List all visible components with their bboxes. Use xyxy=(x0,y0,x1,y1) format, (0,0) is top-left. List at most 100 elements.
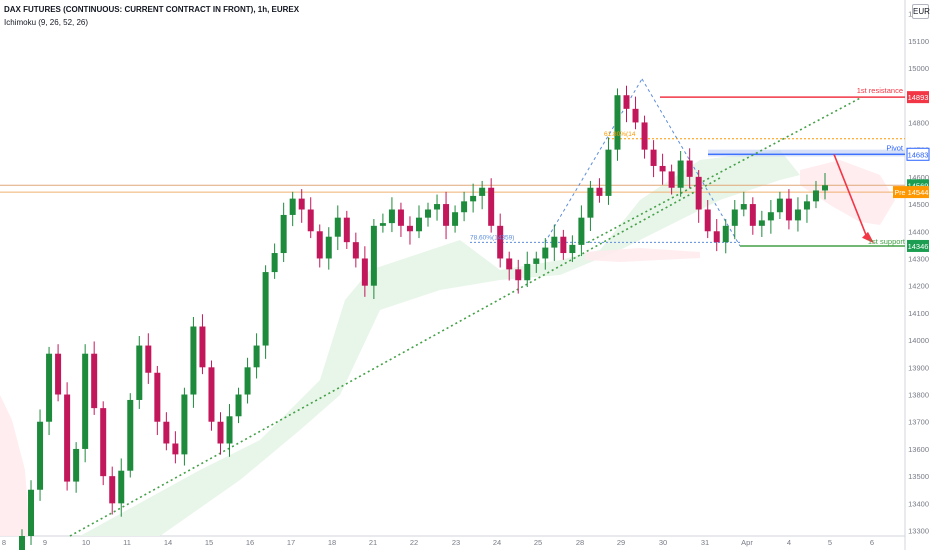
x-tick-label: 5 xyxy=(828,538,832,547)
candle-body xyxy=(794,209,801,221)
indicator-label[interactable]: Ichimoku (9, 26, 52, 26) xyxy=(4,18,89,27)
y-tick-label: 14800 xyxy=(908,118,929,127)
candle-body xyxy=(461,201,468,213)
candle-body xyxy=(226,416,233,444)
x-tick-label: 18 xyxy=(328,538,336,547)
x-tick-label: 31 xyxy=(701,538,709,547)
candle-body xyxy=(596,187,603,196)
candle-body xyxy=(352,242,359,259)
y-tick-label: 13900 xyxy=(908,363,929,372)
x-tick-label: 15 xyxy=(205,538,213,547)
candle-body xyxy=(307,209,314,232)
candle-body xyxy=(208,367,215,422)
candle-body xyxy=(587,187,594,218)
candle-body xyxy=(172,443,179,455)
candle-body xyxy=(713,231,720,243)
y-tick-label: 14100 xyxy=(908,309,929,318)
candle-body xyxy=(488,187,495,226)
candle-body xyxy=(100,408,107,477)
x-tick-label: 21 xyxy=(369,538,377,547)
candle-body xyxy=(425,209,432,218)
candle-body xyxy=(632,108,639,123)
candle-body xyxy=(695,176,702,210)
candle-body xyxy=(704,209,711,232)
y-tick-label: 15100 xyxy=(908,37,929,46)
x-tick-label: 25 xyxy=(534,538,542,547)
y-tick-label: 14000 xyxy=(908,336,929,345)
support-label: 1st support xyxy=(868,237,906,246)
price-tag-label-pivot: 14683 xyxy=(908,150,929,159)
candle-body xyxy=(749,204,756,226)
candle-body xyxy=(190,326,197,395)
y-tick-label: 14600 xyxy=(908,173,929,182)
y-tick-label: 13500 xyxy=(908,472,929,481)
fib-618-label: 61.80%(14 xyxy=(604,131,636,138)
pivot-zone xyxy=(708,149,905,157)
x-tick-label: 29 xyxy=(617,538,625,547)
y-tick-label: 13800 xyxy=(908,391,929,400)
candle-body xyxy=(64,394,71,482)
y-tick-label: 13600 xyxy=(908,445,929,454)
candle-body xyxy=(506,258,513,270)
x-tick-label: 30 xyxy=(659,538,667,547)
candle-body xyxy=(515,269,522,281)
candle-body xyxy=(127,399,134,471)
chart-title: DAX FUTURES (CONTINUOUS: CURRENT CONTRAC… xyxy=(4,5,300,14)
candle-body xyxy=(470,195,477,202)
price-tag-prefix: Pre xyxy=(895,190,906,197)
candle-body xyxy=(46,353,53,422)
candles xyxy=(19,85,828,550)
candle-body xyxy=(361,258,368,286)
candle-body xyxy=(686,160,693,177)
candle-body xyxy=(145,345,152,373)
projection-arrow xyxy=(833,153,869,241)
candle-body xyxy=(551,236,558,248)
resistance-label: 1st resistance xyxy=(857,86,903,95)
x-tick-label: 11 xyxy=(123,538,131,547)
candle-body xyxy=(397,209,404,226)
projection-arrowhead xyxy=(862,231,874,244)
x-tick-label: 17 xyxy=(287,538,295,547)
x-tick-label: 28 xyxy=(576,538,584,547)
candle-body xyxy=(668,171,675,188)
candle-body xyxy=(388,209,395,224)
candle-body xyxy=(217,421,224,444)
ichimoku-cloud-bear-left xyxy=(0,395,30,536)
candle-body xyxy=(334,217,341,237)
candle-body xyxy=(659,165,666,172)
y-tick-label: 14200 xyxy=(908,282,929,291)
candle-body xyxy=(722,225,729,243)
trendline-lower xyxy=(69,176,723,537)
candle-body xyxy=(822,185,828,191)
price-tag-label-prev: 14544 xyxy=(908,188,929,197)
price-tag-prefix-box xyxy=(893,186,907,199)
candle-body xyxy=(533,258,540,264)
y-tick-label: 14400 xyxy=(908,227,929,236)
candle-body xyxy=(325,236,332,259)
candle-body xyxy=(650,149,657,166)
candle-body xyxy=(569,244,576,254)
candle-body xyxy=(623,95,630,109)
price-tag-pivot xyxy=(906,147,930,161)
candle-body xyxy=(578,217,585,245)
currency-button[interactable]: EUR xyxy=(912,4,930,19)
y-tick-label: 14300 xyxy=(908,254,929,263)
candle-body xyxy=(434,204,441,210)
candle-body xyxy=(109,476,116,504)
candle-body xyxy=(343,217,350,243)
candle-body xyxy=(740,204,747,210)
y-tick-label: 14500 xyxy=(908,200,929,209)
fib-786-label: 78.60%(14359) xyxy=(470,234,514,241)
ichimoku-cloud-bull xyxy=(80,150,800,536)
x-tick-label: 6 xyxy=(870,538,874,547)
candle-body xyxy=(406,225,413,232)
candle-body xyxy=(253,345,260,368)
candle-body xyxy=(289,198,296,215)
candle-body xyxy=(316,231,323,259)
candle-body xyxy=(785,198,792,221)
x-tick-label: 23 xyxy=(452,538,460,547)
candle-body xyxy=(82,353,89,449)
candle-body xyxy=(163,421,170,444)
